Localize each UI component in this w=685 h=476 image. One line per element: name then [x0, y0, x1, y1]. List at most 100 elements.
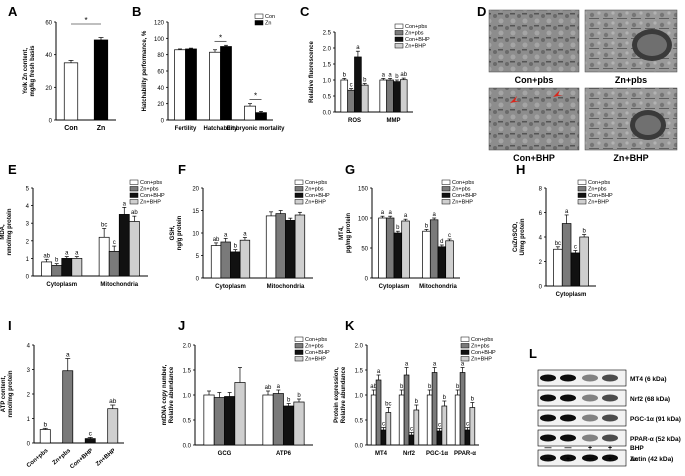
legend-label-zn-pbs: Zn+pbs: [305, 344, 324, 350]
x-tick-label: PGC-1α: [426, 451, 448, 457]
significance-star: *: [84, 16, 87, 25]
legend-label-con-bhp: Con+BHP: [405, 37, 430, 43]
bar-zn-pbs-ppar: [459, 372, 466, 446]
y-axis-label: MDA,: [0, 224, 6, 240]
x-tick-label: Zn+pbs: [52, 448, 73, 467]
panel-letter-l: L: [529, 346, 537, 361]
y-tick-label: 0.5: [355, 419, 364, 425]
blot-band: [540, 414, 556, 422]
legend-label-con-pbs: Con+pbs: [140, 180, 162, 186]
panel-letter-f: F: [178, 162, 186, 177]
y-tick-label: 2.0: [355, 344, 364, 350]
legend-swatch-zn-pbs: [577, 186, 587, 192]
bar-con-bhp-atp6: [283, 405, 295, 446]
legend-swatch-con-pbs: [394, 23, 404, 29]
blot-band: [540, 394, 556, 402]
y-tick-label: 4: [27, 344, 31, 350]
y-tick-label: 0.5: [183, 419, 192, 425]
x-tick-label: Cytoplasm: [556, 292, 587, 298]
panel-letter-e: E: [8, 162, 17, 177]
x-tick-label: Cytoplasm: [215, 284, 246, 290]
y-tick-label: 50: [361, 247, 368, 253]
legend-label-con-pbs: Con+pbs: [471, 337, 493, 343]
legend-label-con-pbs: Con+pbs: [305, 180, 327, 186]
treatment-label: Zn: [630, 456, 638, 463]
significance-letter: a: [377, 369, 381, 375]
significance-letter: a: [356, 45, 360, 51]
y-tick-label: 15: [192, 209, 199, 215]
y-tick-label: 0.0: [183, 444, 192, 450]
legend-label-zn-bhp: Zn+BHP: [305, 200, 326, 206]
y-tick-label: 20: [45, 86, 52, 92]
bar-con-bhp-cytoplasm: [230, 251, 241, 279]
significance-letter: b: [400, 384, 404, 390]
treatment-mark: —: [545, 445, 552, 452]
y-tick-label: 150: [358, 187, 369, 193]
y-tick-label: 1: [27, 417, 31, 423]
blot-band: [602, 454, 618, 462]
y-tick-label: 8: [539, 187, 543, 193]
significance-letter: ab: [213, 237, 220, 243]
x-tick-label: Fertility: [175, 126, 197, 132]
y-axis-label: Hatchability performance, %: [142, 30, 148, 111]
significance-letter: b: [43, 421, 47, 428]
bar-zn-pbs-cytoplasm: [51, 265, 63, 277]
bar-zn-bhp-pgc-1: [441, 405, 448, 446]
x-tick-label: Mitochondria: [267, 284, 305, 290]
micrograph-label: Con+pbs: [515, 75, 554, 85]
y-tick-label: 3: [27, 368, 31, 374]
legend-swatch-con-pbs: [460, 336, 470, 342]
legend-swatch-zn-pbs: [294, 343, 304, 349]
bar-con-pbs-cytoplasm: [553, 248, 563, 287]
legend-swatch-zn-pbs: [460, 343, 470, 349]
y-tick-label: 1.5: [355, 369, 364, 375]
bar-con-bhp-cytoplasm: [570, 252, 581, 287]
significance-letter: b: [456, 384, 460, 390]
chart-panel-i: 0 1 2 3 4 ATP content, nmol/mg protein b Con+pbs…: [1, 344, 124, 470]
treatment-mark: +: [608, 445, 612, 452]
significance-star: *: [254, 92, 257, 101]
significance-star: *: [219, 33, 222, 42]
significance-letter: b: [425, 223, 429, 229]
legend-label-zn: Zn: [265, 21, 271, 27]
y-tick-label: 0.0: [355, 444, 364, 450]
treatment-label: BHP: [630, 445, 644, 452]
significance-letter: a: [65, 251, 69, 257]
bar-zn-bhp-ppar: [469, 407, 476, 446]
blot-band: [602, 414, 618, 422]
bar-zn-bhp-mmp: [399, 79, 408, 113]
y-tick-label: 120: [154, 21, 165, 27]
bar-zn-pbs-mitochondria: [108, 251, 120, 277]
significance-letter: b: [415, 399, 419, 405]
bar-zn-bhp: [107, 408, 119, 444]
significance-letter: bc: [555, 241, 561, 247]
legend-label-con-bhp: Con+BHP: [305, 193, 330, 199]
treatment-mark: —: [587, 456, 594, 463]
legend-swatch-zn-bhp: [441, 199, 451, 205]
legend-swatch-zn-pbs: [294, 186, 304, 192]
significance-letter: a: [432, 212, 436, 218]
blot-band: [582, 374, 598, 382]
legend-swatch-con-pbs: [294, 336, 304, 342]
bar-zn-pbs-pgc-1: [431, 372, 438, 446]
x-tick-label: Con: [64, 125, 78, 132]
blot-band: [602, 374, 618, 382]
bar-con-bhp-mmp: [393, 81, 401, 113]
blot-band: [560, 454, 576, 462]
significance-letter: a: [75, 251, 79, 257]
significance-letter: b: [287, 398, 291, 404]
panel-letter-a: A: [8, 4, 18, 19]
x-tick-label: ROS: [348, 118, 361, 124]
y-tick-label: 6: [539, 211, 543, 217]
blot-strip: [537, 369, 627, 387]
legend-swatch-zn-bhp: [460, 356, 470, 362]
significance-letter: ab: [109, 398, 117, 405]
y-axis-label: Yolk Zn content,: [23, 48, 29, 95]
blot-band: [560, 414, 576, 422]
x-tick-label: Embryonic mortality: [226, 126, 285, 132]
significance-letter: b: [343, 72, 347, 78]
y-tick-label: 1.5: [323, 63, 332, 69]
legend-swatch-con-bhp: [441, 192, 451, 198]
y-tick-label: 0: [27, 442, 31, 448]
